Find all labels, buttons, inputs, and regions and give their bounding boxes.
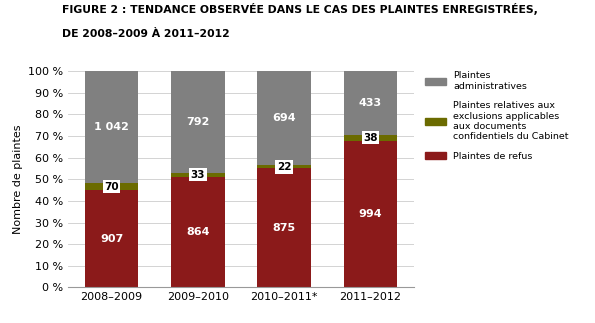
Text: 864: 864 bbox=[186, 227, 209, 237]
Y-axis label: Nombre de plaintes: Nombre de plaintes bbox=[13, 124, 23, 234]
Text: FIGURE 2 : TENDANCE OBSERVÉE DANS LE CAS DES PLAINTES ENREGISTRÉES,: FIGURE 2 : TENDANCE OBSERVÉE DANS LE CAS… bbox=[62, 3, 538, 15]
Text: 1 042: 1 042 bbox=[94, 122, 129, 132]
Text: DE 2008–2009 À 2011–2012: DE 2008–2009 À 2011–2012 bbox=[62, 29, 230, 39]
Bar bbox=[85, 190, 138, 287]
Bar bbox=[171, 172, 224, 177]
Bar bbox=[344, 71, 397, 135]
Text: 33: 33 bbox=[190, 170, 205, 180]
Text: 433: 433 bbox=[359, 98, 382, 108]
Text: 70: 70 bbox=[104, 182, 119, 192]
Bar bbox=[344, 141, 397, 287]
Bar bbox=[85, 71, 138, 183]
Bar bbox=[85, 183, 138, 190]
Bar bbox=[171, 177, 224, 287]
Text: 875: 875 bbox=[273, 223, 296, 233]
Text: 792: 792 bbox=[186, 117, 209, 127]
Legend: Plaintes
administratives, Plaintes relatives aux
exclusions applicables
aux docu: Plaintes administratives, Plaintes relat… bbox=[425, 71, 569, 161]
Text: 38: 38 bbox=[363, 133, 378, 143]
Bar bbox=[344, 135, 397, 141]
Text: 994: 994 bbox=[359, 209, 382, 219]
Text: 694: 694 bbox=[273, 113, 296, 123]
Text: 907: 907 bbox=[100, 234, 123, 244]
Text: 22: 22 bbox=[277, 162, 292, 172]
Bar bbox=[258, 169, 311, 287]
Bar bbox=[171, 71, 224, 172]
Bar bbox=[258, 165, 311, 169]
Bar bbox=[258, 71, 311, 165]
